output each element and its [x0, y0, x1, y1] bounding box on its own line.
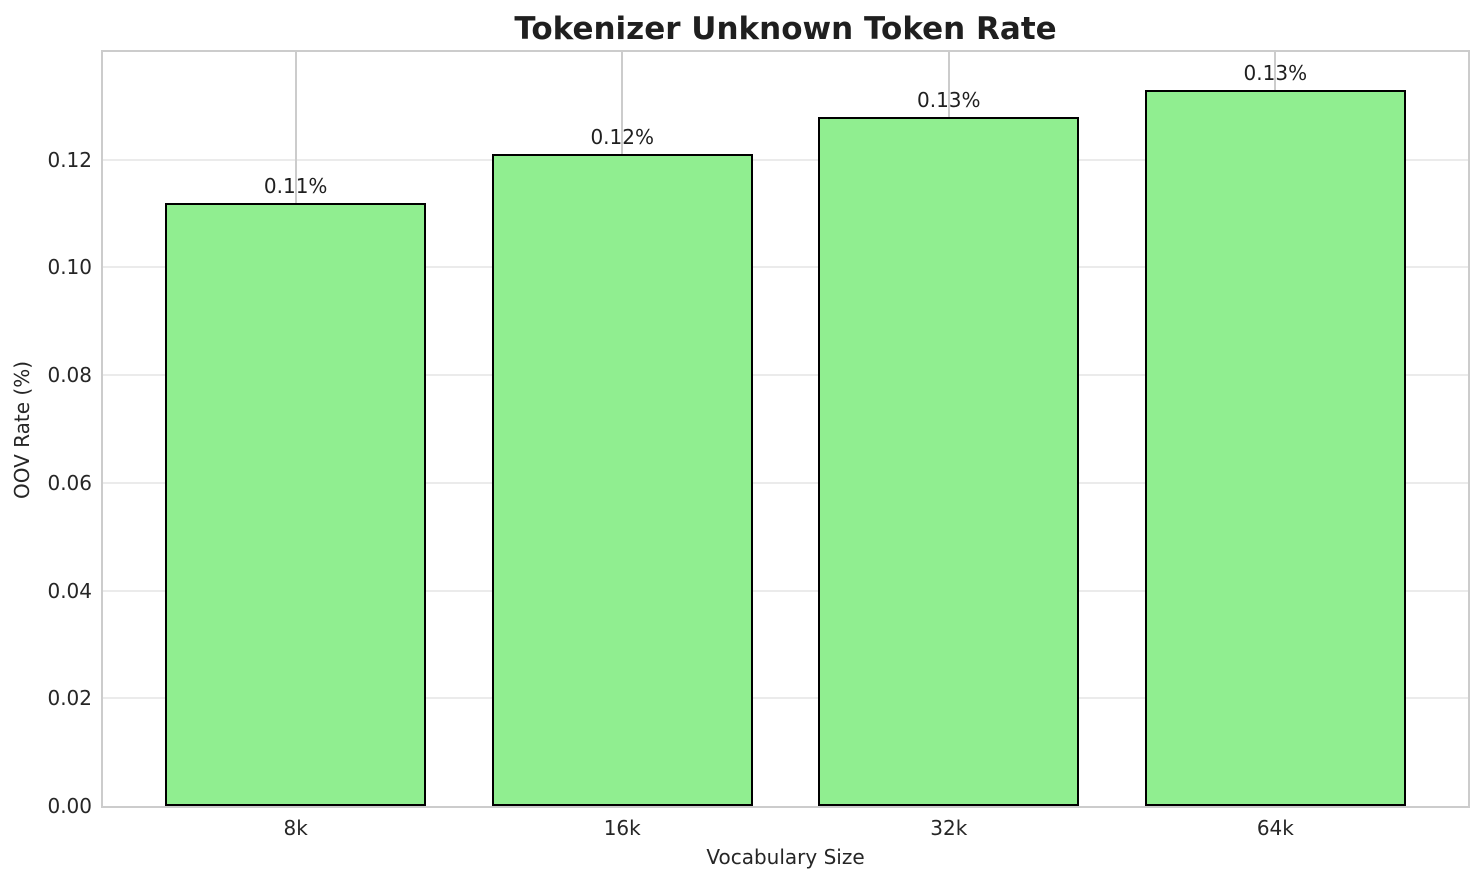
y-tick-label: 0.02: [47, 686, 92, 711]
bar-64k: [1144, 89, 1406, 806]
bar-value-label: 0.13%: [916, 87, 981, 112]
y-tick-label: 0.08: [47, 363, 92, 388]
gridline-y: [103, 697, 1468, 700]
x-tick-label: 64k: [1256, 816, 1294, 840]
gridline-y: [103, 158, 1468, 161]
x-axis-label: Vocabulary Size: [706, 845, 865, 869]
bar-16k: [491, 154, 753, 806]
bar-value-label: 0.12%: [590, 125, 654, 150]
chart-title: Tokenizer Unknown Token Rate: [514, 11, 1057, 47]
y-tick-label: 0.06: [47, 470, 92, 495]
plot-area: 0.11% 0.12% 0.13% 0.13%: [101, 50, 1470, 808]
x-tick-label: 16k: [603, 816, 641, 840]
y-tick-label: 0.00: [47, 794, 92, 818]
y-tick-label: 0.04: [47, 578, 92, 603]
bar-value-label: 0.11%: [263, 173, 328, 198]
bar-32k: [818, 116, 1080, 806]
x-tick-label: 32k: [930, 816, 968, 840]
bar-8k: [165, 202, 427, 806]
gridline-y: [103, 374, 1468, 377]
gridline-y: [103, 266, 1468, 269]
gridline-y: [103, 589, 1468, 592]
y-tick-label: 0.12: [47, 147, 92, 172]
y-tick-label: 0.10: [47, 255, 92, 280]
gridline-y: [103, 481, 1468, 484]
x-tick-label: 8k: [283, 816, 308, 840]
bar-value-label: 0.13%: [1243, 60, 1308, 85]
